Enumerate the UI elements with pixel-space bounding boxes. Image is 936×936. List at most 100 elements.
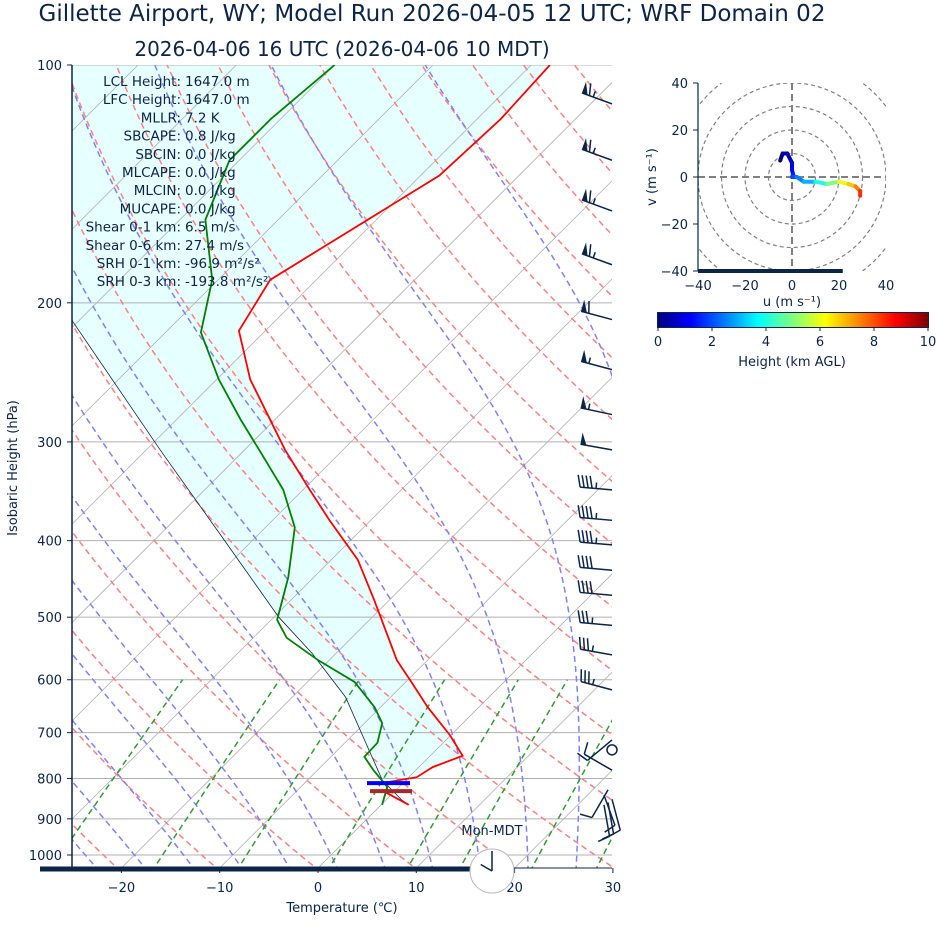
barb-pennant <box>581 188 588 203</box>
mixing-ratio-line <box>406 679 519 868</box>
hodo-y-tick-label: −40 <box>661 265 688 280</box>
parameter-value: 6.5 m/s <box>185 220 236 236</box>
mixing-ratio-line <box>642 680 739 872</box>
moist-adiabat-line <box>72 494 338 868</box>
wind-barb <box>577 610 613 627</box>
dry-adiabat-line <box>72 530 417 868</box>
parameter-label: Shear 0-1 km: <box>86 220 181 236</box>
x-tick-label: 30 <box>605 881 622 896</box>
barb-pennant <box>580 396 587 410</box>
parameter-value: -96.9 m²/s² <box>185 256 260 272</box>
barb-full <box>589 581 593 594</box>
barb-full <box>588 83 592 96</box>
dry-adiabat-line <box>727 65 936 872</box>
hodo-x-tick-label: 0 <box>788 279 796 294</box>
dry-adiabat-line <box>625 65 936 872</box>
moist-adiabat-line <box>72 393 386 868</box>
colorbar-tick-label: 10 <box>920 335 936 350</box>
hodo-y-tick-label: −20 <box>661 218 688 233</box>
dry-adiabat-line <box>115 65 612 672</box>
hodo-x-label: u (m s⁻¹) <box>763 295 821 310</box>
barb-shaft <box>611 799 622 831</box>
y-tick-label: 800 <box>37 772 62 787</box>
wind-barb <box>580 396 613 416</box>
barb-full <box>585 505 589 519</box>
barb-half <box>592 91 596 98</box>
isotherm-line <box>72 81 612 624</box>
moist-adiabat-line <box>721 65 850 872</box>
parameter-label: SBCIN: <box>135 147 181 163</box>
x-tick-label: −10 <box>206 881 233 896</box>
barb-shaft <box>580 680 613 691</box>
barb-half <box>588 357 592 364</box>
hodo-x-tick-label: 40 <box>878 279 895 294</box>
dry-adiabat-line <box>676 65 936 872</box>
dry-adiabat-line <box>72 80 612 736</box>
barb-full <box>585 475 589 488</box>
barb-half <box>591 678 595 685</box>
barb-half <box>595 482 598 489</box>
moist-adiabat-line <box>72 579 291 868</box>
barb-shaft <box>580 566 613 571</box>
y-tick-label: 300 <box>37 436 62 451</box>
parameter-value: 0.0 J/kg <box>185 165 236 181</box>
parameter-value: 1647.0 m <box>185 92 250 108</box>
colorbar-label: Height (km AGL) <box>738 355 846 370</box>
barb-full <box>586 638 590 651</box>
wind-barb <box>580 299 613 321</box>
wind-barb <box>583 742 613 771</box>
moist-adiabat-line <box>628 65 733 872</box>
barb-full <box>581 475 585 488</box>
cape-cin-shade <box>72 65 550 805</box>
barb-pennant <box>581 81 588 95</box>
barb-full <box>588 190 592 203</box>
wind-barb <box>580 349 613 371</box>
y-tick-label: 700 <box>37 727 62 742</box>
barb-half <box>595 537 598 544</box>
isotherm-line <box>72 65 237 230</box>
isotherm-line <box>415 671 612 868</box>
barb-shaft <box>580 591 613 596</box>
mixing-ratio-line <box>237 679 360 868</box>
hodo-y-tick-label: 0 <box>680 171 688 186</box>
barb-full <box>577 555 581 568</box>
dry-adiabat-line <box>166 65 612 608</box>
isotherm-line <box>711 65 936 868</box>
moist-adiabat-line <box>72 84 481 868</box>
barb-half <box>592 198 596 205</box>
colorbar-tick-label: 6 <box>816 335 824 350</box>
colorbar-tick-label: 4 <box>762 335 770 350</box>
parameter-label: MLCIN: <box>134 183 181 199</box>
barb-full <box>581 610 585 624</box>
barb-full <box>597 835 610 843</box>
isotherm-line <box>514 770 612 868</box>
barb-shaft <box>581 199 613 212</box>
barb-full <box>577 752 588 762</box>
colorbar-tick-label: 0 <box>654 335 662 350</box>
barb-full <box>581 530 585 543</box>
parameter-label: LFC Height: <box>103 92 181 108</box>
mixing-ratio-line <box>595 836 612 868</box>
dry-adiabat-line <box>72 322 612 868</box>
hodo-y-label: v (m s⁻¹) <box>645 148 660 206</box>
barb-full <box>581 555 585 568</box>
y-tick-label: 100 <box>37 59 62 74</box>
barb-half <box>592 147 596 154</box>
y-tick-label: 600 <box>37 674 62 689</box>
isotherm-line <box>72 65 335 329</box>
hodo-y-tick-label: 40 <box>671 77 688 92</box>
isotherm-line <box>72 65 532 525</box>
dry-adiabat-line <box>72 726 218 868</box>
mixing-ratio-line <box>459 679 569 868</box>
barb-full <box>577 580 581 593</box>
clock-hour-hand <box>480 863 493 872</box>
hodograph: −40 −20 0 20 40 −40 −20 0 20 40 0 2 4 6 8 10 <box>654 77 936 350</box>
hodograph-area <box>698 83 886 271</box>
barb-full <box>585 530 589 543</box>
wind-barb <box>581 242 613 266</box>
barb-full <box>577 610 581 623</box>
barb-shaft <box>583 753 613 771</box>
barb-full <box>582 637 586 651</box>
mixing-ratio-line <box>72 679 184 840</box>
